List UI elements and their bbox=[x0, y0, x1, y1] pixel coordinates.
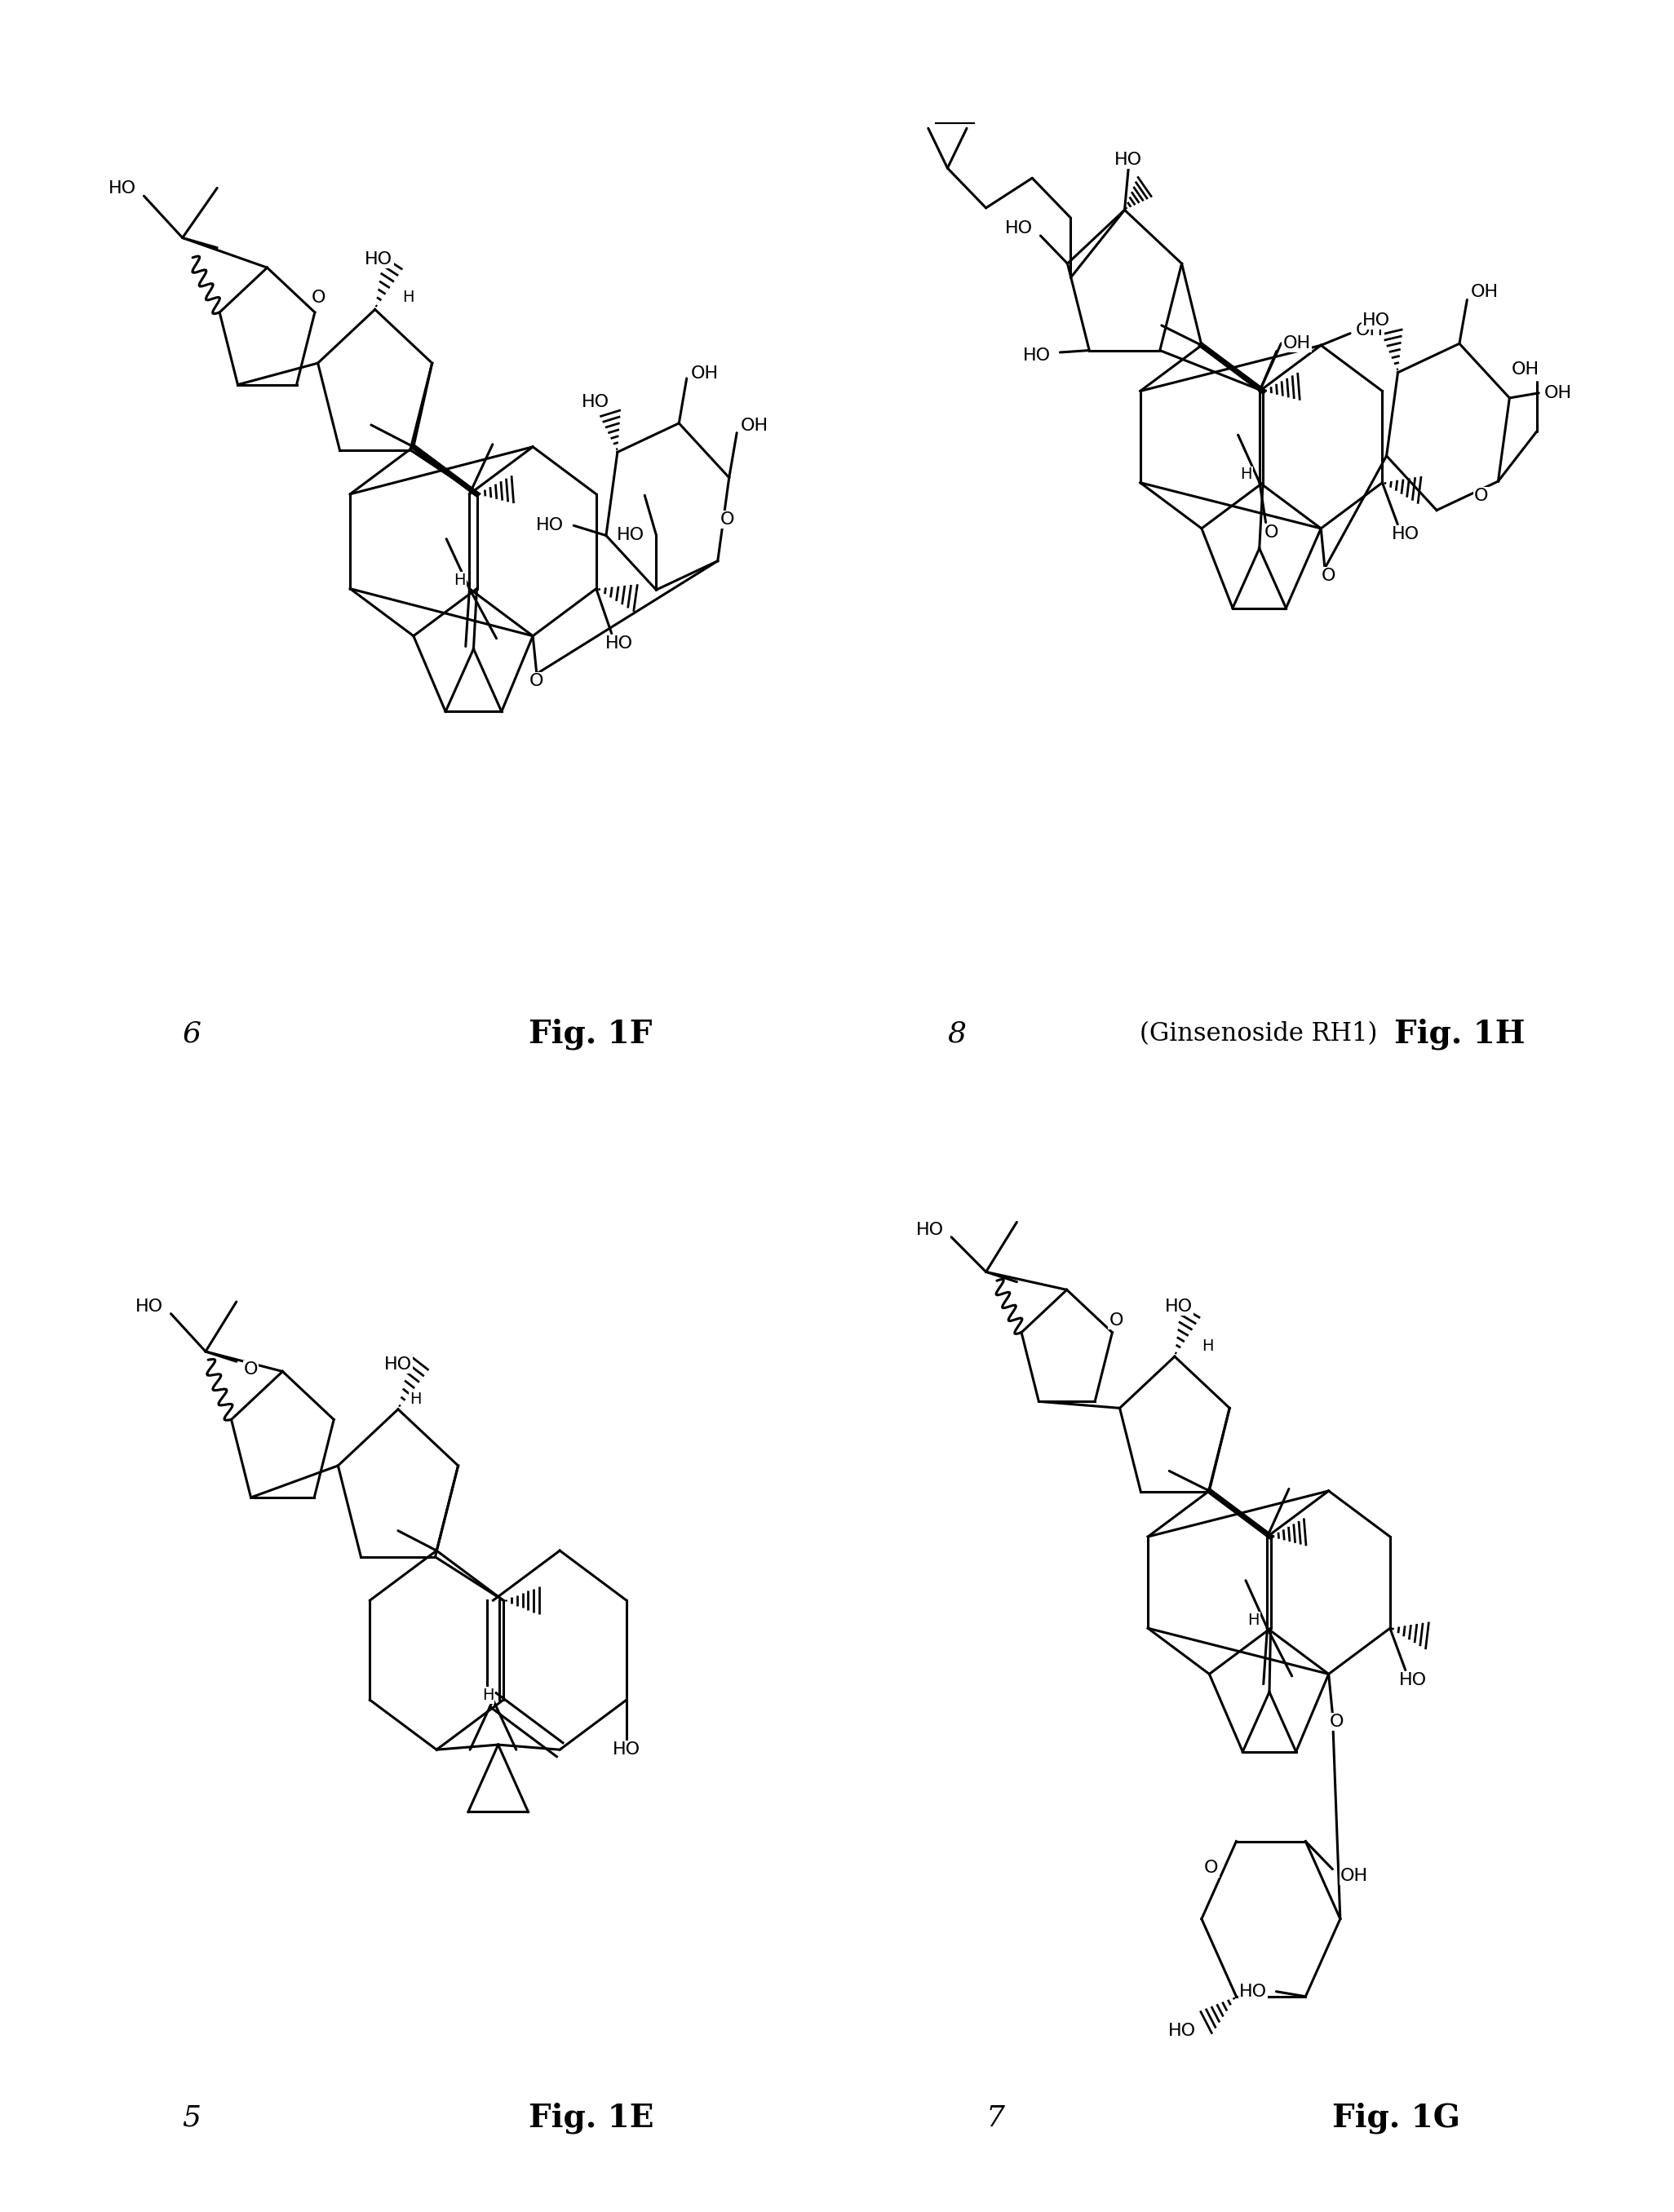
Text: HO: HO bbox=[916, 1221, 944, 1239]
Text: O: O bbox=[1321, 568, 1336, 584]
Text: HO: HO bbox=[1023, 347, 1051, 363]
Text: Fig. 1G: Fig. 1G bbox=[1333, 2101, 1461, 2135]
Text: HO: HO bbox=[383, 1356, 412, 1374]
Text: OH: OH bbox=[1543, 385, 1572, 400]
Text: OH: OH bbox=[1356, 323, 1383, 338]
Text: O: O bbox=[1204, 1860, 1219, 1876]
Text: H: H bbox=[482, 1688, 494, 1703]
Text: HO: HO bbox=[109, 179, 136, 197]
Text: HO: HO bbox=[1165, 1298, 1192, 1314]
Text: H: H bbox=[454, 573, 465, 588]
Text: OH: OH bbox=[1471, 283, 1498, 301]
Text: HO: HO bbox=[583, 394, 609, 411]
Text: H: H bbox=[402, 290, 413, 305]
Text: HO: HO bbox=[1363, 312, 1389, 330]
Text: H: H bbox=[410, 1391, 422, 1407]
Text: O: O bbox=[720, 511, 735, 526]
Text: O: O bbox=[1108, 1312, 1123, 1329]
Text: HO: HO bbox=[1115, 153, 1142, 168]
Text: HO: HO bbox=[365, 252, 393, 268]
Text: HO: HO bbox=[1399, 1672, 1426, 1688]
Text: O: O bbox=[244, 1363, 258, 1378]
Text: OH: OH bbox=[740, 418, 768, 434]
Text: Fig. 1F: Fig. 1F bbox=[529, 1018, 653, 1051]
Text: O: O bbox=[1264, 524, 1279, 540]
Text: HO: HO bbox=[613, 1741, 641, 1759]
Text: (Ginsenoside RH1): (Ginsenoside RH1) bbox=[1140, 1022, 1378, 1046]
Text: OH: OH bbox=[1512, 361, 1538, 378]
Text: Fig. 1E: Fig. 1E bbox=[529, 2101, 655, 2135]
Text: O: O bbox=[1475, 487, 1488, 504]
Text: H: H bbox=[1240, 467, 1252, 482]
Text: HO: HO bbox=[616, 526, 644, 544]
Text: 7: 7 bbox=[986, 2104, 1004, 2132]
Text: Fig. 1H: Fig. 1H bbox=[1394, 1018, 1525, 1051]
Text: OH: OH bbox=[690, 365, 718, 383]
Text: HO: HO bbox=[136, 1298, 162, 1314]
Text: HO: HO bbox=[1391, 526, 1420, 542]
Text: HO: HO bbox=[1239, 1984, 1267, 2000]
Text: O: O bbox=[1329, 1714, 1344, 1730]
Text: O: O bbox=[529, 672, 544, 688]
Text: 5: 5 bbox=[182, 2104, 201, 2132]
Text: HO: HO bbox=[1168, 2024, 1197, 2039]
Text: 6: 6 bbox=[182, 1020, 201, 1048]
Text: HO: HO bbox=[536, 518, 564, 533]
Text: H: H bbox=[1247, 1613, 1259, 1628]
Text: O: O bbox=[311, 290, 326, 305]
Text: OH: OH bbox=[1341, 1867, 1368, 1885]
Text: 8: 8 bbox=[947, 1020, 966, 1048]
Text: HO: HO bbox=[606, 635, 633, 653]
Text: OH: OH bbox=[1282, 336, 1311, 352]
Text: HO: HO bbox=[1004, 221, 1033, 237]
Text: H: H bbox=[1202, 1338, 1214, 1354]
